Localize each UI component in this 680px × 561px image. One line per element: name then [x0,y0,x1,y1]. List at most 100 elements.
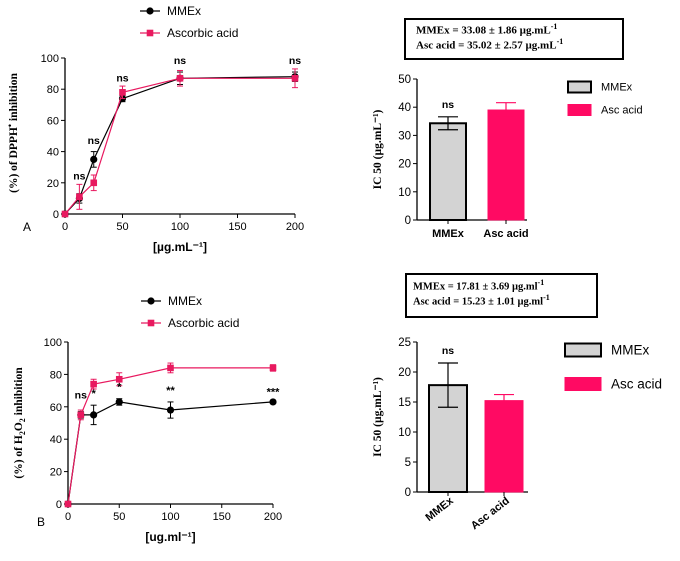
line-a-y-tick-label: 0 [53,209,59,221]
line-a-significance-label: ns [88,135,100,147]
panel-label-b: B [37,515,45,529]
bar-a-y-tick-label: 30 [398,130,411,142]
line-b-legend-marker-asc [147,319,155,327]
line-b-y-tick-label: 80 [50,369,62,381]
bar-a-y-tick-label: 10 [398,187,411,199]
line-b-y-tick-label: 40 [50,434,62,446]
line-a-x-tick-label: 150 [228,221,246,233]
line-a-point-asc [291,74,299,82]
line-a-y-axis-label: (%) of DPPH• inhibition [5,73,20,193]
bar-b-y-tick-label: 15 [398,397,411,409]
summary-box-a: MMEx = 33.08 ± 1.86 µg.mL-1 Asc acid = 3… [404,18,624,60]
bar-b-y-axis-label: IC 50 (µg.mL⁻¹) [372,377,384,457]
bar-b-y-tick-label: 25 [398,337,411,349]
bar-a-y-tick-label: 50 [398,74,411,86]
line-b-y-tick-label: 60 [50,402,62,414]
summary-a-line1: MMEx = 33.08 ± 1.86 µg.mL [416,24,551,37]
line-a-legend-marker-asc [146,29,154,37]
line-b-point-mmex [269,398,277,406]
line-b-significance-label: * [117,382,122,394]
line-a-y-tick-label: 40 [47,147,59,159]
summary-a-line2-sup: -1 [556,36,564,46]
line-b-x-tick-label: 200 [264,511,282,523]
line-b-legend-label: MMEx [168,294,202,308]
line-a-significance-label: ns [73,171,85,183]
summary-b-line1-sup: -1 [537,278,545,287]
summary-a-line2: Asc acid = 35.02 ± 2.57 µg.mL [416,39,557,52]
line-b-significance-label: ns [75,390,87,402]
bar-b-bar-asc [484,400,524,493]
line-b-point-mmex [90,411,98,419]
bar-a-y-tick-label: 0 [405,215,411,227]
line-b-point-asc [90,380,97,388]
line-a-significance-label: ns [174,55,186,67]
line-b-point-asc [115,375,123,383]
bar-b-category-label: MMEx [423,494,456,524]
line-a-y-tick-label: 80 [47,84,59,96]
line-a-significance-label: ns [289,55,301,67]
line-b-point-mmex [115,398,123,406]
line-b-y-axis-label: (%) of H2O2 inhibition [13,367,27,479]
line-a-point-asc [61,210,69,218]
bar-b-legend-swatch-mmex [564,342,602,358]
line-b-significance-label: ** [166,385,175,397]
line-b-x-axis-label: [ug.ml⁻¹] [145,530,195,544]
summary-b-line2: Asc acid = 15.23 ± 1.01 µg.ml [413,296,544,307]
bar-a-legend-label: Asc acid [601,105,643,117]
line-b-x-tick-label: 0 [65,511,71,523]
line-a-x-tick-label: 200 [286,221,304,233]
line-a-x-tick-label: 50 [116,221,128,233]
panel-label-a: A [23,220,31,234]
line-b-point-mmex [166,406,175,414]
bar-b-legend-label: Asc acid [611,377,662,392]
line-b-point-asc [167,364,174,372]
bar-a-bar-mmex [429,122,467,221]
bar-a-legend-label: MMEx [601,82,633,94]
line-b-legend-marker-mmex [147,297,155,305]
line-a-legend-label: MMEx [167,4,201,18]
line-b-x-tick-label: 150 [213,511,231,523]
bar-b-y-tick-label: 10 [398,427,411,439]
bar-a-legend-swatch-asc [567,104,592,116]
line-a-point-mmex [90,155,98,163]
line-a-x-axis-label: [µg.mL⁻¹] [153,240,207,254]
line-b-y-tick-label: 0 [56,499,62,511]
bar-b-legend-swatch-asc [564,377,602,391]
bar-b-y-tick-label: 20 [398,367,411,379]
line-a-point-asc [176,74,184,82]
line-a-x-tick-label: 0 [62,221,68,233]
line-a-point-asc [119,89,126,96]
line-a-y-tick-label: 100 [41,53,59,65]
line-b-point-asc [269,364,277,372]
line-b-point-asc [77,411,85,419]
bar-b-legend-label: MMEx [611,343,649,358]
line-b-significance-label: *** [267,386,281,398]
bar-a-y-tick-label: 20 [398,159,411,171]
bar-b-category-label: Asc acid [469,495,512,532]
bar-a-significance-label: ns [442,99,454,111]
bar-a-category-label: MMEx [432,228,465,240]
line-a-y-tick-label: 60 [47,115,59,127]
summary-b-line2-sup: -1 [543,292,550,302]
bar-a-legend-swatch-mmex [567,80,592,94]
bar-b-significance-label: ns [442,345,454,357]
bar-b-y-tick-label: 5 [405,457,411,469]
line-a-point-asc [90,179,98,187]
summary-b-line1: MMEx = 17.81 ± 3.69 µg.ml [413,281,538,293]
line-b-series-line-asc [67,367,273,505]
line-b-x-tick-label: 50 [113,511,125,523]
line-a-legend-marker-mmex [146,7,154,15]
bar-a-y-tick-label: 40 [398,102,411,114]
bar-a-category-label: Asc acid [483,228,528,240]
line-a-significance-label: ns [116,72,128,84]
summary-box-b: MMEx = 17.81 ± 3.69 µg.ml-1 Asc acid = 1… [405,273,598,318]
bar-a-y-axis-label: IC 50 (µg.mL⁻¹) [372,109,384,189]
summary-a-line1-sup: -1 [550,22,558,31]
line-a-legend-label: Ascorbic acid [167,26,238,40]
bar-a-bar-asc [487,109,525,221]
line-b-y-tick-label: 20 [50,467,62,479]
bar-b-y-tick-label: 0 [405,487,411,499]
line-b-y-tick-label: 100 [44,337,62,349]
line-b-significance-label: * [91,388,96,400]
